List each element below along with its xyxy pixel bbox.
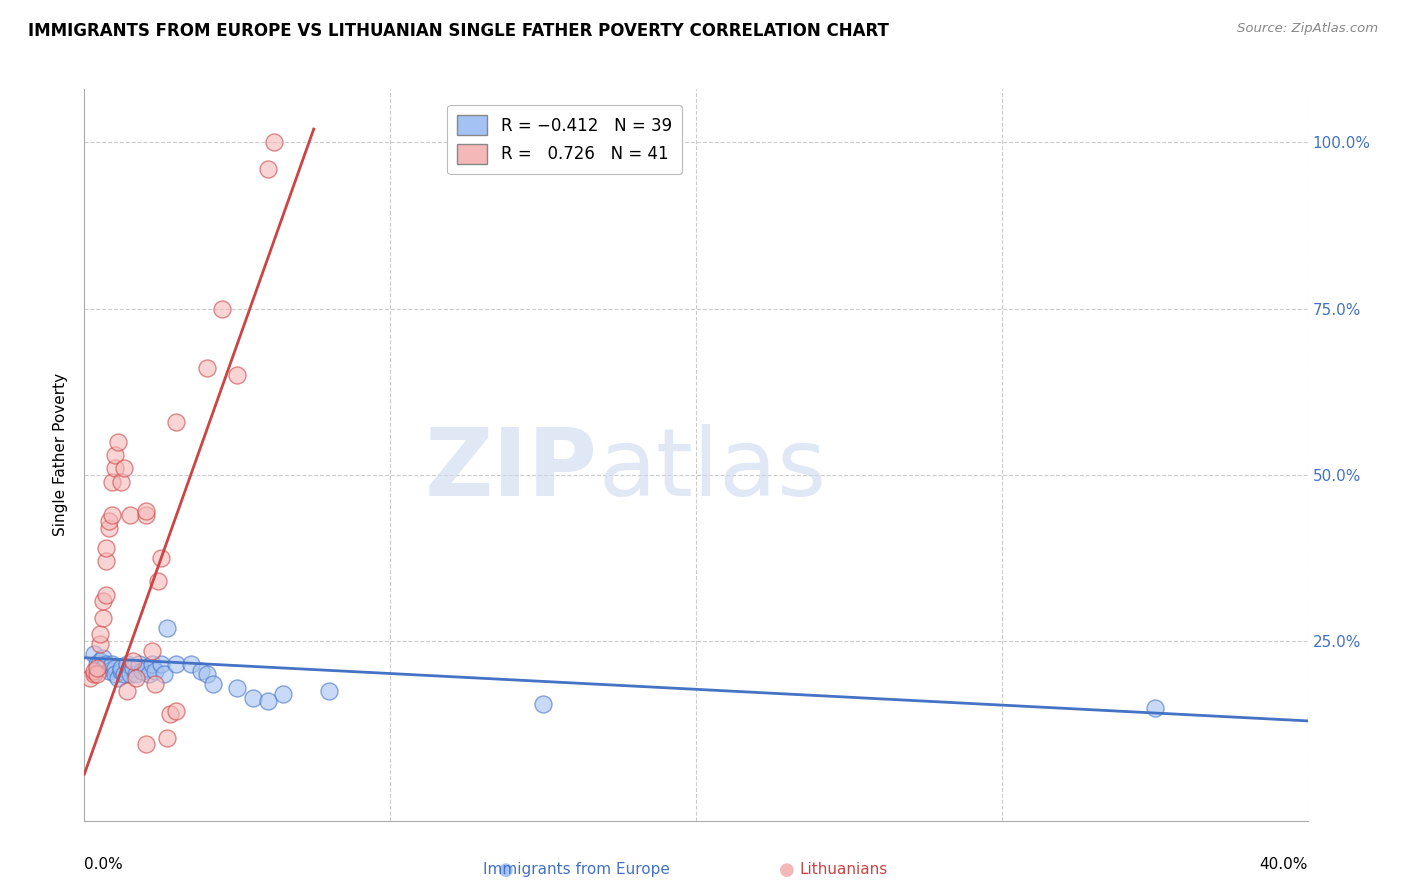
Point [141,657,163,672]
Point [135,737,157,751]
Point [110,664,132,678]
Point [149,657,172,672]
Point [125,671,148,685]
Point [86,667,108,681]
Point [149,551,172,566]
Point [159,707,181,722]
Point [153,667,176,681]
Point [94,588,117,602]
Point [128,657,150,672]
Point [180,657,202,672]
Text: ●: ● [498,861,515,879]
Point [226,681,249,695]
Y-axis label: Single Father Poverty: Single Father Poverty [53,374,69,536]
Text: IMMIGRANTS FROM EUROPE VS LITHUANIAN SINGLE FATHER POVERTY CORRELATION CHART: IMMIGRANTS FROM EUROPE VS LITHUANIAN SIN… [28,22,889,40]
Point [86,657,108,672]
Point [271,687,294,701]
Point [91,594,114,608]
Point [242,690,264,705]
Point [122,654,145,668]
Point [86,661,108,675]
Point [138,667,160,681]
Point [94,657,117,672]
Point [226,368,249,383]
Point [190,664,212,678]
Point [97,664,120,678]
Point [120,667,142,681]
Point [115,684,138,698]
Point [531,698,554,712]
Point [104,667,127,681]
Point [156,731,179,745]
Text: Immigrants from Europe: Immigrants from Europe [484,863,669,877]
Point [91,611,114,625]
Point [143,664,166,678]
Point [195,667,218,681]
Text: 0.0%: 0.0% [84,857,124,872]
Text: 40.0%: 40.0% [1260,857,1308,872]
Point [107,671,129,685]
Point [135,661,157,675]
Point [112,461,135,475]
Point [104,661,127,675]
Point [89,637,111,651]
Point [146,574,169,589]
Text: Lithuanians: Lithuanians [800,863,887,877]
Point [89,654,111,668]
Point [97,521,120,535]
Text: Source: ZipAtlas.com: Source: ZipAtlas.com [1237,22,1378,36]
Point [101,475,124,489]
Point [195,361,218,376]
Point [94,554,117,568]
Point [107,434,129,449]
Text: ●: ● [779,861,796,879]
Point [101,657,124,672]
Point [141,644,163,658]
Point [318,684,340,698]
Point [257,694,280,708]
Point [125,667,148,681]
Point [1143,700,1166,714]
Point [165,415,187,429]
Point [131,664,153,678]
Point [122,661,145,675]
Point [91,661,114,675]
Point [156,621,179,635]
Point [263,136,285,150]
Point [104,448,127,462]
Point [79,671,101,685]
Point [89,627,111,641]
Point [201,677,224,691]
Point [83,648,105,662]
Text: atlas: atlas [598,424,827,516]
Point [211,301,233,316]
Point [83,667,105,681]
Point [104,461,127,475]
Point [165,657,187,672]
Point [135,504,157,518]
Point [110,475,132,489]
Point [110,661,132,675]
Point [97,515,120,529]
Point [94,541,117,555]
Point [257,161,280,176]
Text: ZIP: ZIP [425,424,598,516]
Point [112,667,135,681]
Point [120,508,142,522]
Point [83,664,105,678]
Point [165,704,187,718]
Point [143,677,166,691]
Point [91,650,114,665]
Legend: R = −0.412   N = 39, R =   0.726   N = 41: R = −0.412 N = 39, R = 0.726 N = 41 [447,105,682,174]
Point [115,657,138,672]
Point [101,508,124,522]
Point [135,508,157,522]
